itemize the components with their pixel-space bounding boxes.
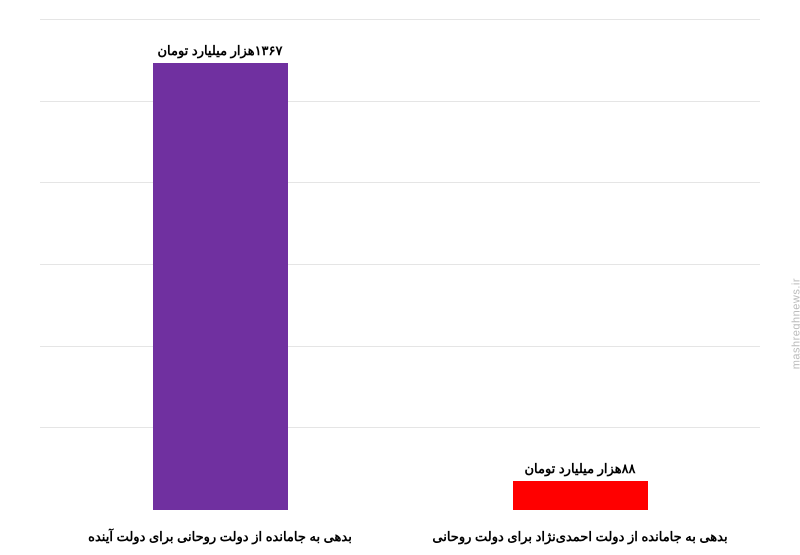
bar-value-label: ۸۸هزار میلیارد تومان [524,461,635,477]
x-axis-labels: بدهی به جامانده از دولت روحانی برای دولت… [40,529,760,545]
chart-plot-area: ۱۳۶۷هزار میلیارد تومان ۸۸هزار میلیارد تو… [40,20,760,510]
bar-slot: ۱۳۶۷هزار میلیارد تومان [40,20,400,510]
watermark-text: mashreghnews.ir [790,278,800,369]
x-axis-label: بدهی به جامانده از دولت احمدی‌نژاد برای … [400,529,760,545]
bar-slot: ۸۸هزار میلیارد تومان [400,20,760,510]
bar-rect [513,481,648,510]
x-axis-label: بدهی به جامانده از دولت روحانی برای دولت… [40,529,400,545]
bar-rect [153,63,288,510]
bars-container: ۱۳۶۷هزار میلیارد تومان ۸۸هزار میلیارد تو… [40,20,760,510]
bar-value-label: ۱۳۶۷هزار میلیارد تومان [157,43,282,59]
